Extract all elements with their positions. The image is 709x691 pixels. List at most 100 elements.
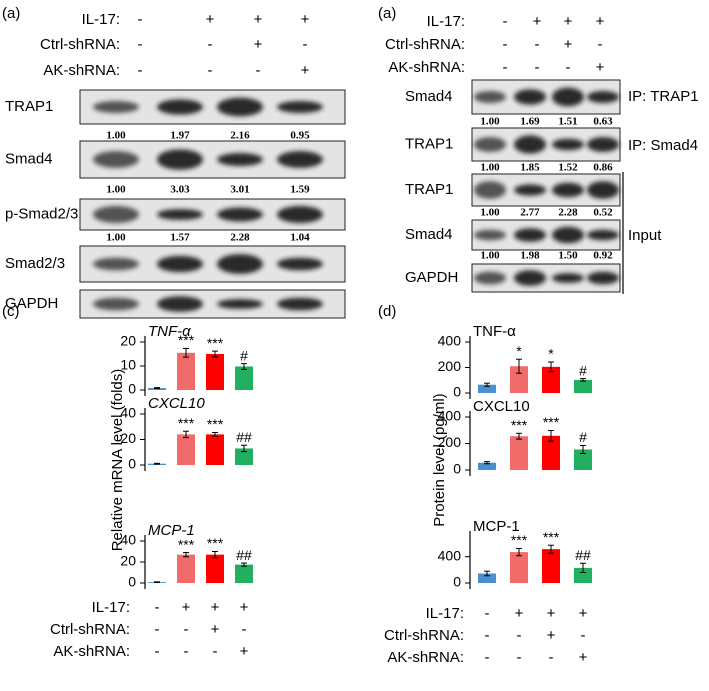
condition-sign: -	[242, 621, 247, 638]
condition-sign: -	[208, 36, 213, 53]
error-bar	[154, 387, 160, 390]
blot-band	[587, 91, 619, 103]
quantification: 1.69	[520, 116, 540, 128]
condition-sign: -	[485, 605, 490, 622]
chart-title: MCP-1	[148, 522, 195, 539]
blot-band	[277, 101, 323, 113]
error-bar	[212, 431, 218, 437]
blot-band	[217, 254, 263, 274]
y-tick-label: 20	[120, 333, 136, 349]
blot-band	[587, 271, 619, 285]
bar	[574, 379, 592, 393]
y-axis-label: Relative mRNA level (folds)	[109, 369, 126, 552]
bar	[177, 554, 195, 583]
blot-band	[552, 87, 584, 107]
blot-label: TRAP1	[405, 181, 453, 198]
bar	[235, 448, 253, 465]
panel-label: (d)	[378, 303, 396, 320]
condition-label: IL-17:	[82, 11, 120, 28]
significance: #	[579, 429, 587, 445]
condition-sign: -	[598, 36, 603, 53]
group-label: Input	[628, 227, 662, 244]
error-bar	[516, 432, 522, 440]
quantification: 0.86	[593, 162, 613, 174]
bar	[542, 366, 560, 393]
bar	[235, 564, 253, 583]
condition-sign: -	[503, 36, 508, 53]
y-tick-label: 200	[438, 358, 462, 374]
quantification: 1.57	[170, 232, 190, 244]
condition-sign: +	[240, 643, 249, 660]
condition-sign: -	[503, 59, 508, 76]
y-tick-label: 0	[128, 381, 136, 397]
significance: #	[240, 347, 248, 363]
significance: ***	[543, 529, 560, 545]
error-bar	[484, 461, 490, 465]
panel-label: (a)	[378, 5, 396, 22]
condition-sign: +	[211, 621, 220, 638]
significance: ***	[511, 417, 528, 433]
quantification: 1.59	[290, 184, 310, 196]
condition-sign: -	[485, 649, 490, 666]
condition-sign: -	[256, 62, 261, 79]
blot-band	[552, 138, 584, 151]
condition-sign: -	[213, 643, 218, 660]
error-bar	[241, 562, 247, 567]
blot-band	[93, 101, 139, 113]
significance: *	[548, 346, 554, 362]
blot-band	[474, 137, 506, 152]
condition-sign: -	[138, 36, 143, 53]
condition-sign: -	[566, 59, 571, 76]
error-bar	[580, 378, 586, 382]
y-tick-label: 10	[120, 357, 136, 373]
y-tick-label: 200	[438, 434, 462, 450]
error-bar	[484, 382, 490, 387]
blot-band	[552, 273, 584, 283]
error-bar	[548, 430, 554, 442]
significance: *	[516, 343, 522, 359]
error-bar	[516, 548, 522, 557]
quantification: 2.28	[558, 207, 578, 219]
quantification: 1.00	[480, 116, 500, 128]
blot-band	[587, 181, 619, 199]
y-tick-label: 400	[438, 547, 462, 563]
condition-label: IL-17:	[426, 605, 464, 622]
significance: #	[579, 362, 587, 378]
condition-sign: +	[596, 59, 605, 76]
blot-band	[217, 207, 263, 222]
condition-sign: -	[303, 36, 308, 53]
blot-label: p-Smad2/3	[5, 205, 78, 222]
condition-sign: +	[533, 13, 542, 30]
chart-title: TNF-α	[148, 323, 191, 340]
quantification: 2.77	[520, 207, 540, 219]
quantification: 1.98	[520, 250, 540, 262]
significance: ***	[543, 414, 560, 430]
bar	[478, 462, 496, 470]
chart-title: MCP-1	[473, 518, 520, 535]
condition-sign: +	[564, 13, 573, 30]
condition-sign: -	[155, 599, 160, 616]
condition-label: AK-shRNA:	[387, 649, 464, 666]
condition-sign: +	[301, 62, 310, 79]
bar	[574, 567, 592, 583]
blot-band	[552, 182, 584, 198]
condition-sign: +	[579, 605, 588, 622]
blot-band	[474, 91, 506, 103]
quantification: 1.00	[106, 130, 126, 142]
chart-title: CXCL10	[148, 395, 205, 412]
condition-sign: +	[596, 13, 605, 30]
blot-band	[587, 229, 619, 241]
quantification: 2.16	[230, 130, 250, 142]
condition-label: IL-17:	[92, 599, 130, 616]
blot-band	[93, 297, 139, 311]
condition-sign: -	[517, 627, 522, 644]
quantification: 1.51	[558, 116, 577, 128]
blot-band	[514, 270, 546, 286]
condition-sign: +	[564, 36, 573, 53]
condition-label: Ctrl-shRNA:	[385, 36, 465, 53]
y-tick-label: 0	[128, 574, 136, 590]
blot-band	[93, 257, 139, 271]
blot-band	[277, 297, 323, 311]
condition-sign: +	[547, 627, 556, 644]
